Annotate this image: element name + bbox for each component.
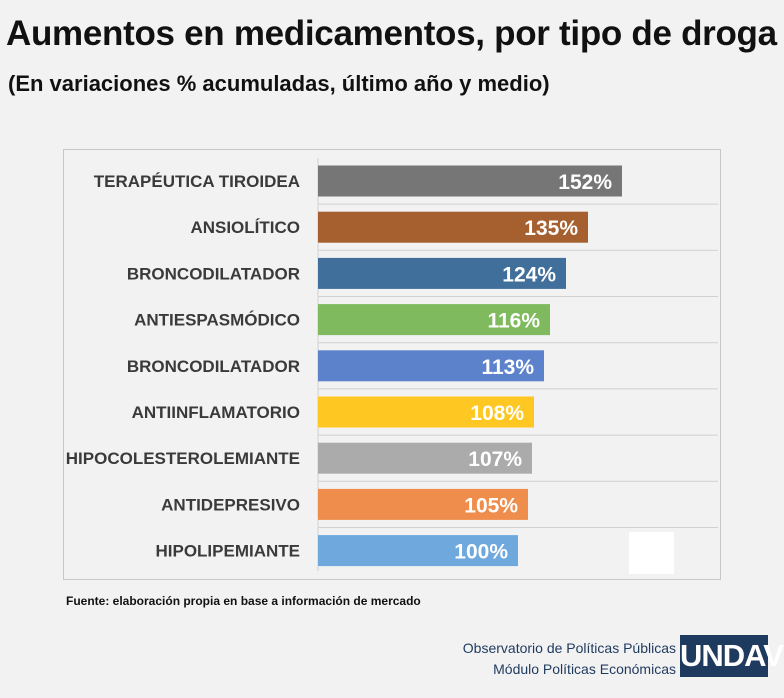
bar-chart: TERAPÉUTICA TIROIDEA 152% ANSIOLÍTICO 135% B…: [66, 158, 718, 571]
credit-block: Observatorio de Políticas Públicas Módul…: [463, 638, 676, 680]
category-label: ANTIDEPRESIVO: [161, 495, 300, 514]
bar: [318, 165, 622, 197]
category-label: ANSIOLÍTICO: [190, 218, 300, 237]
bar: [318, 350, 544, 382]
data-label: 116%: [487, 310, 540, 333]
chart-title: Aumentos en medicamentos, por tipo de dr…: [6, 14, 777, 53]
category-label: ANTIESPASMÓDICO: [134, 311, 300, 330]
category-label: ANTIINFLAMATORIO: [132, 403, 300, 422]
blank-patch: [629, 532, 674, 574]
category-label: BRONCODILATADOR: [127, 357, 300, 376]
bar: [318, 211, 588, 243]
chart-subtitle: (En variaciones % acumuladas, último año…: [8, 71, 550, 96]
data-label: 135%: [524, 217, 578, 240]
category-label: HIPOCOLESTEROLEMIANTE: [66, 449, 300, 468]
data-label: 100%: [454, 541, 508, 564]
bar: [318, 257, 566, 289]
category-label: BRONCODILATADOR: [127, 264, 300, 283]
source-note: Fuente: elaboración propia en base a inf…: [66, 594, 421, 608]
data-label: 107%: [468, 448, 522, 471]
bar: [318, 396, 534, 428]
category-label: HIPOLIPEMIANTE: [155, 542, 300, 561]
bar: [318, 442, 532, 474]
data-label: 105%: [464, 494, 518, 517]
data-label: 113%: [481, 356, 534, 379]
undav-logo: UNDAV: [680, 635, 784, 677]
credit-line-observatorio: Observatorio de Políticas Públicas: [462, 640, 676, 656]
data-label: 108%: [470, 402, 524, 425]
plot-area: TERAPÉUTICA TIROIDEA 152% ANSIOLÍTICO 135% B…: [63, 149, 721, 580]
bar: [318, 304, 550, 336]
category-label: TERAPÉUTICA TIROIDEA: [94, 172, 300, 191]
credit-line-modulo: Módulo Políticas Económicas: [493, 661, 676, 677]
bar: [318, 535, 518, 567]
data-label: 152%: [558, 171, 612, 194]
bar: [318, 488, 528, 520]
data-label: 124%: [502, 263, 556, 286]
